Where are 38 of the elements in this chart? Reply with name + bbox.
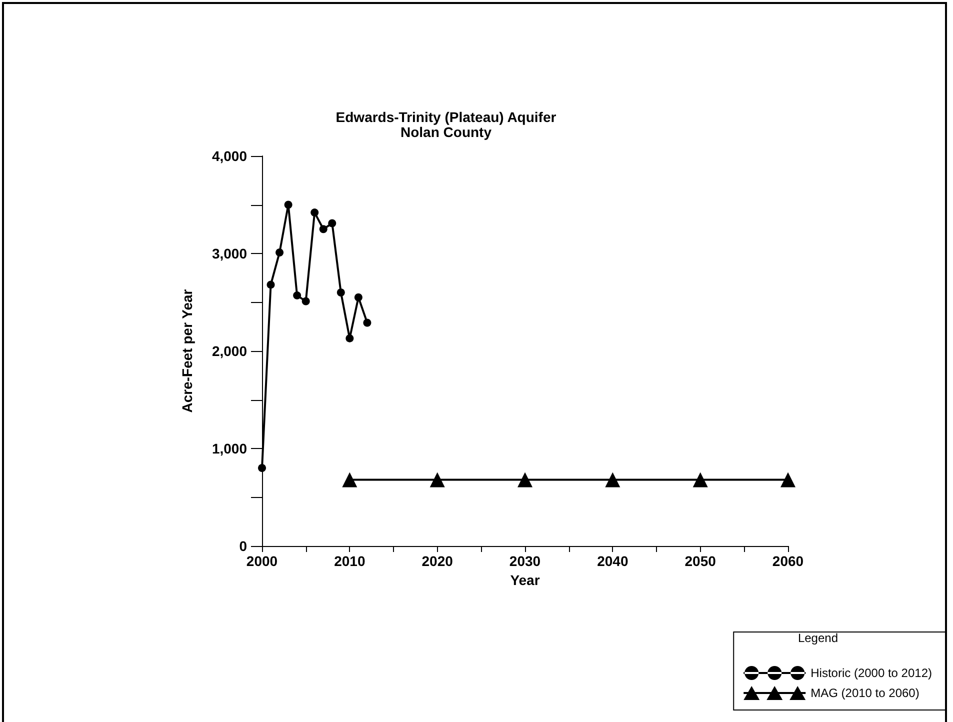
y-tick-label: 3,000: [212, 246, 248, 262]
x-tick-label: 2050: [684, 553, 716, 569]
point: [293, 291, 302, 300]
y-tick-label: 2,000: [212, 343, 248, 359]
y-tick-label: 1,000: [212, 440, 248, 456]
legend-label: Historic (2000 to 2012): [810, 666, 932, 680]
point: [354, 293, 362, 302]
point: [302, 297, 310, 306]
x-tick-label: 2060: [772, 553, 804, 569]
point: [342, 472, 358, 488]
point: [258, 464, 266, 472]
point: [276, 248, 284, 257]
y-tick-label: 4,000: [212, 148, 248, 164]
y-axis-title: Acre-Feet per Year: [179, 288, 195, 413]
x-tick-label: 2030: [509, 553, 541, 569]
x-tick-label: 2020: [422, 553, 454, 569]
point: [319, 225, 328, 234]
point: [284, 200, 292, 209]
point: [266, 280, 275, 289]
point: [430, 472, 445, 488]
point: [780, 472, 796, 488]
x-tick-label: 2000: [246, 553, 278, 569]
x-axis-title: Year: [510, 572, 540, 588]
point: [310, 208, 319, 217]
point: [692, 472, 708, 488]
point: [346, 334, 354, 342]
point: [518, 472, 532, 488]
x-tick-label: 2010: [334, 553, 366, 569]
point: [363, 318, 372, 327]
chart-title: Edwards-Trinity (Plateau) Aquifer: [336, 109, 557, 125]
legend-label: MAG (2010 to 2060): [810, 686, 920, 700]
legend-title: Legend: [798, 631, 838, 645]
point: [605, 472, 620, 488]
y-tick-label: 0: [239, 538, 248, 554]
chart-subtitle: Nolan County: [400, 124, 492, 140]
point: [336, 288, 345, 296]
x-tick-label: 2040: [597, 553, 628, 569]
point: [328, 219, 336, 228]
